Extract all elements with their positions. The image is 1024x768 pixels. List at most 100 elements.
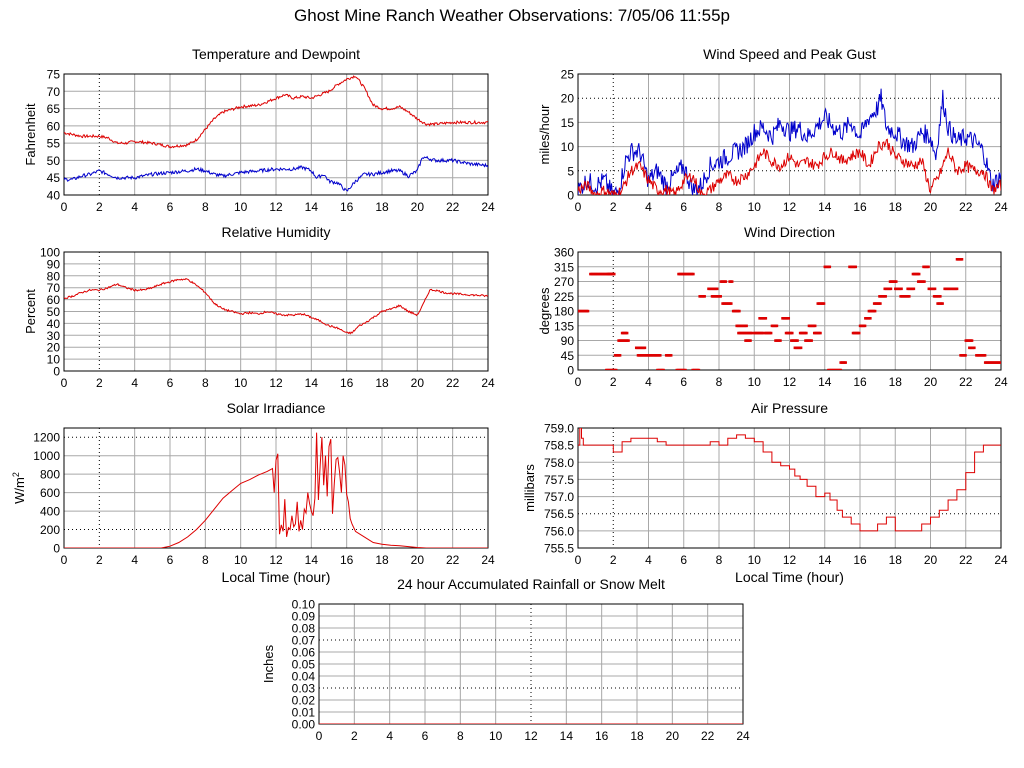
x-tick-label: 22 [446,200,460,214]
wind-direction-point [586,309,590,313]
y-tick-label: 0.08 [292,622,316,636]
y-tick-label: 0.06 [292,646,316,660]
wind-direction-point [960,258,964,261]
chart-title: Relative Humidity [222,224,331,240]
wind-direction-point [730,280,734,283]
x-tick-label: 12 [783,375,797,389]
wind-direction-point [907,295,911,298]
wind-direction-point [938,295,942,298]
y-tick-label: 0.05 [292,658,316,672]
wind-direction-point [941,302,944,305]
y-tick-label: 50 [47,305,61,319]
x-tick-label: 18 [630,729,644,743]
x-tick-label: 16 [340,553,354,567]
x-tick-label: 12 [783,200,797,214]
y-tick-label: 90 [561,334,575,348]
x-tick-label: 10 [748,553,762,567]
y-tick-label: 756.0 [544,524,574,538]
y-tick-label: 1000 [33,449,60,463]
y-axis-label: Inches [261,644,276,683]
x-tick-label: 6 [422,729,429,743]
x-tick-label: 24 [481,200,495,214]
wind-direction-point [873,309,877,313]
x-tick-label: 18 [889,200,903,214]
x-tick-label: 24 [994,200,1008,214]
y-tick-label: 225 [554,290,574,304]
wind-direction-point [933,287,937,291]
x-tick-label: 8 [457,729,464,743]
y-axis-label-superscript: 2 [11,472,21,477]
y-tick-label: 30 [47,329,61,343]
wind-direction-point [669,354,673,357]
y-tick-label: 90 [47,257,61,271]
wind-direction-point [684,368,687,370]
wind-direction-point [738,309,741,313]
x-axis-label: Local Time (hour) [735,569,844,585]
wind-direction-point [869,317,872,320]
chart-title: Wind Speed and Peak Gust [703,46,876,62]
rain-svg: 24 hour Accumulated Rainfall or Snow Mel… [261,576,750,743]
y-tick-label: 55 [47,137,61,151]
wind-direction-point [625,331,629,335]
wind-direction-point [970,339,974,342]
y-tick-label: 10 [47,353,61,367]
wind-direction-point [724,280,728,283]
x-tick-label: 10 [489,729,503,743]
x-tick-label: 0 [316,729,323,743]
x-tick-label: 16 [340,200,354,214]
x-tick-label: 10 [748,200,762,214]
wind-direction-point [844,361,847,364]
wind-direction-point [745,324,748,328]
plot-frame [577,73,1002,196]
y-tick-label: 5 [567,164,574,178]
wind-direction-point [819,331,822,335]
y-tick-label: 600 [40,486,60,500]
wind-direction-point [612,272,616,276]
y-tick-label: 757.0 [544,490,574,504]
x-tick-label: 4 [131,553,138,567]
x-tick-label: 14 [818,200,832,214]
y-tick-label: 40 [47,189,61,203]
y-tick-label: 270 [554,275,574,289]
wind-direction-point [805,331,808,335]
y-tick-label: 100 [40,246,60,260]
wind-direction-point [912,287,916,291]
x-tick-label: 20 [411,553,425,567]
y-tick-label: 65 [47,102,61,116]
y-tick-label: 800 [40,468,60,482]
y-tick-label: 200 [40,523,60,537]
wind-direction-point [643,346,647,350]
x-tick-label: 22 [446,376,460,390]
y-tick-label: 45 [47,171,61,185]
x-tick-label: 6 [167,376,174,390]
y-tick-label: 755.5 [544,542,574,556]
wind-direction-point [618,354,622,357]
x-tick-label: 2 [96,200,103,214]
wind-direction-point [769,331,773,335]
y-tick-label: 0.09 [292,610,316,624]
x-tick-label: 16 [853,553,867,567]
wind-direction-point [697,368,701,370]
x-tick-label: 4 [645,553,652,567]
x-tick-label: 6 [680,200,687,214]
wind-direction-point [973,346,976,350]
y-tick-label: 70 [47,281,61,295]
series-line [64,155,488,192]
x-tick-label: 14 [818,553,832,567]
x-tick-label: 14 [305,200,319,214]
series-line [578,88,1001,195]
wind-direction-point [749,339,752,342]
y-tick-label: 1200 [33,431,60,445]
x-tick-label: 8 [716,200,723,214]
x-tick-label: 6 [167,200,174,214]
series-line [578,138,1001,195]
wind-direction-point [854,265,857,269]
x-tick-label: 24 [994,553,1008,567]
y-tick-label: 0 [567,189,574,203]
x-tick-label: 18 [375,553,389,567]
x-tick-label: 8 [716,553,723,567]
wind-direction-point [779,339,782,342]
wind-direction-point [662,368,665,370]
x-tick-label: 24 [481,376,495,390]
